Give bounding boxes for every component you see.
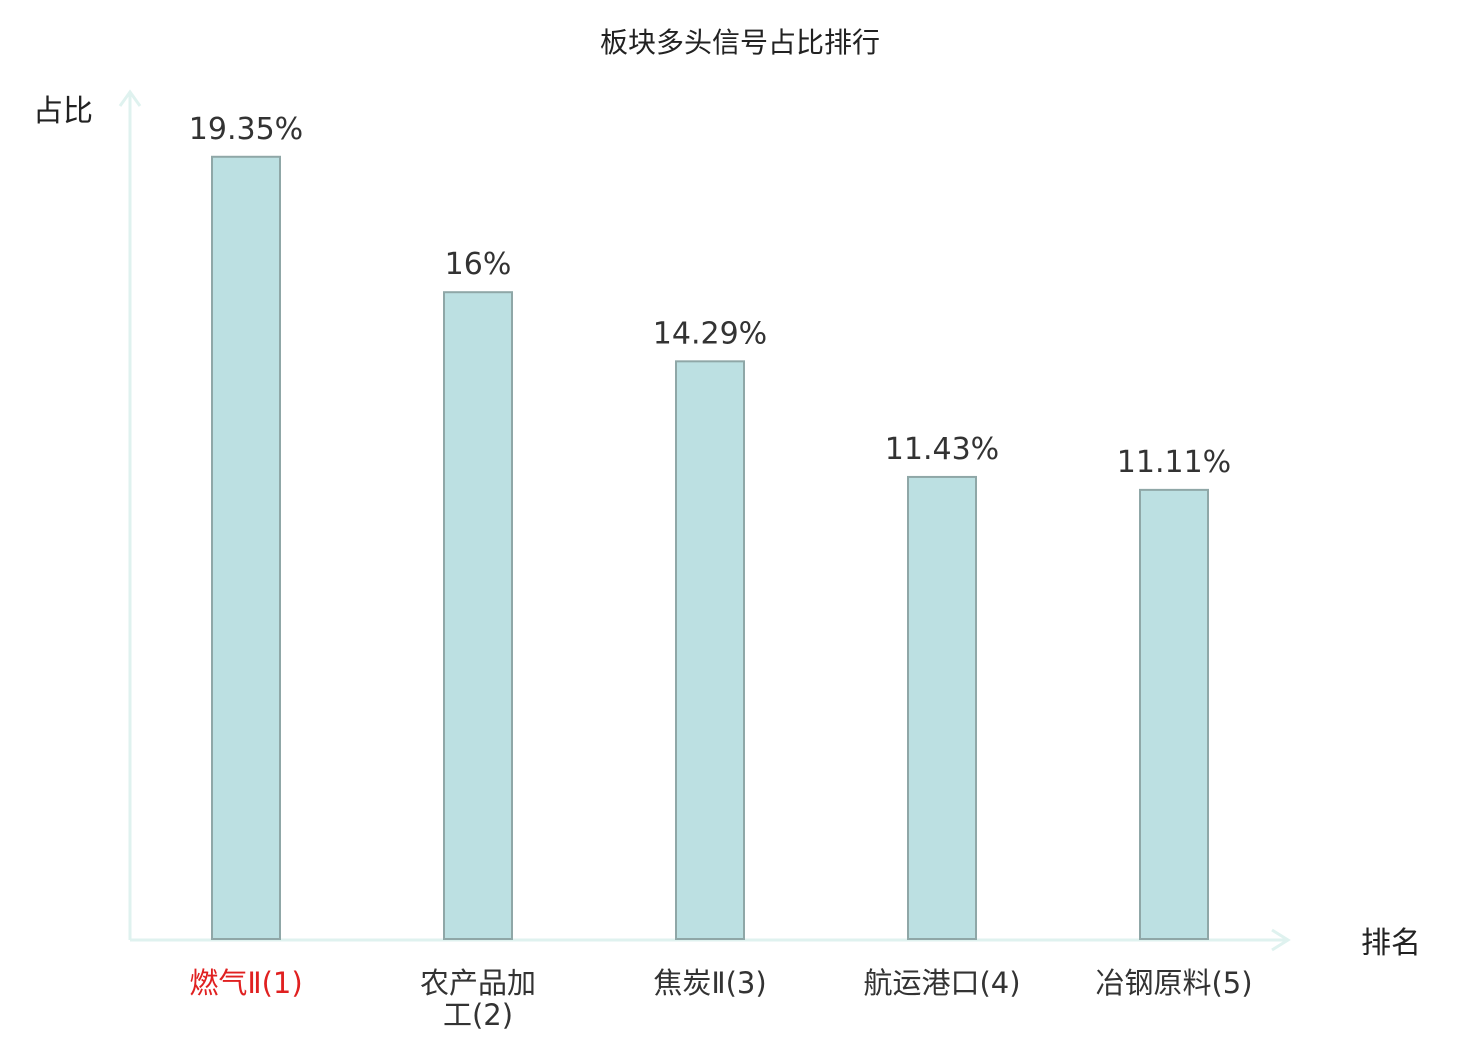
value-label: 11.43% (885, 432, 999, 467)
bars-group (211, 155, 1209, 941)
y-axis-arrow (118, 89, 142, 107)
category-label: 农产品加 (420, 966, 536, 1000)
chart-title: 板块多头信号占比排行 (600, 26, 880, 59)
value-label: 11.11% (1117, 445, 1231, 480)
value-label: 14.29% (653, 316, 767, 351)
category-label: 航运港口(4) (863, 966, 1020, 1000)
bar (211, 155, 281, 940)
category-label: 冶钢原料(5) (1095, 966, 1252, 1000)
y-axis-title: 占比 (33, 94, 93, 129)
category-label: 焦炭Ⅱ(3) (653, 966, 766, 1000)
x-axis-title: 排名 (1361, 926, 1421, 961)
bar (675, 360, 745, 941)
value-label: 16% (445, 247, 512, 282)
x-axis-arrow (1271, 928, 1291, 952)
bar (907, 475, 977, 940)
bar (443, 291, 513, 940)
category-label: 燃气Ⅱ(1) (189, 966, 302, 1000)
bar (1139, 488, 1209, 940)
value-label: 19.35% (189, 112, 303, 147)
category-label: 工(2) (443, 998, 513, 1032)
value-labels-group: 19.35% 16% 14.29% 11.43% 11.11% (189, 112, 1231, 480)
